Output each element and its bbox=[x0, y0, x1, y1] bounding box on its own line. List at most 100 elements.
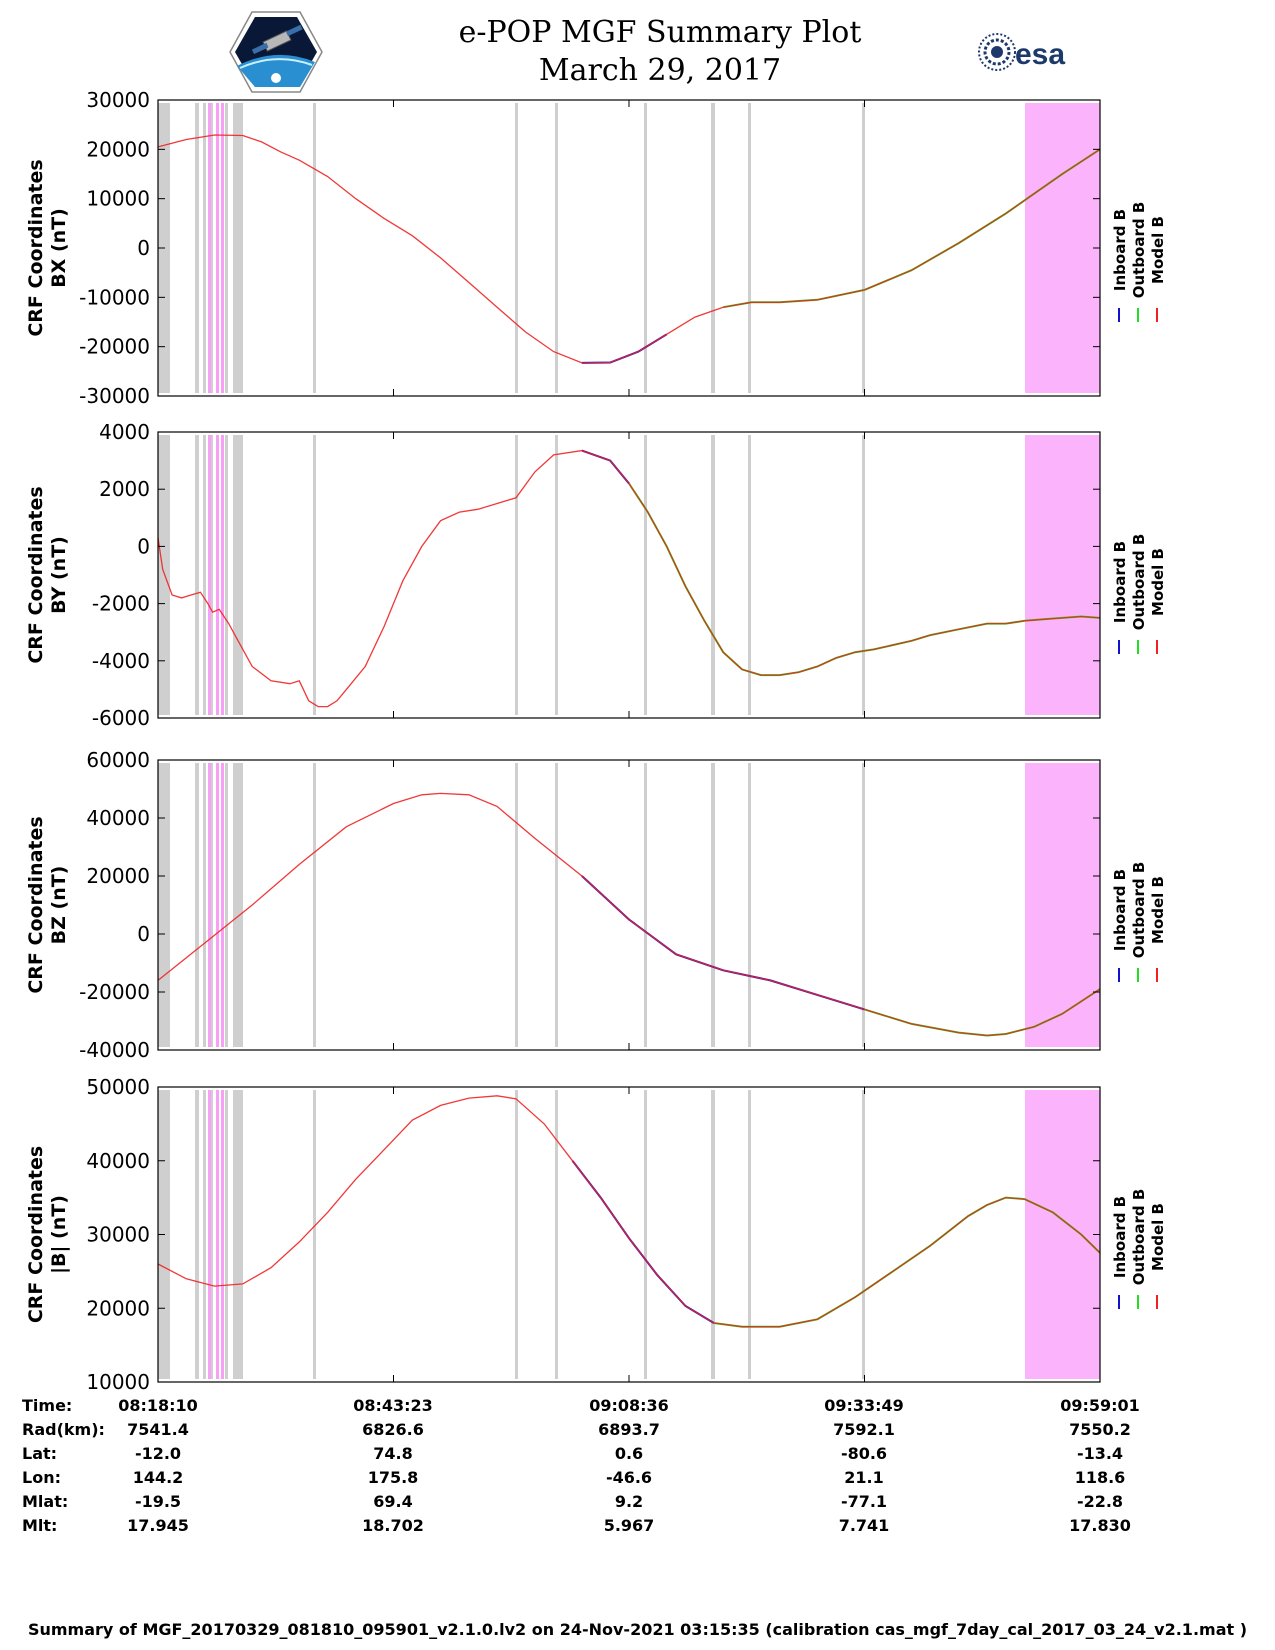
title-line-2: March 29, 2017 bbox=[538, 53, 782, 88]
y-tick-label: -4000 bbox=[92, 649, 150, 673]
info-row-label: Lon: bbox=[22, 1468, 61, 1487]
data-gap-band bbox=[225, 1090, 228, 1379]
flag-region bbox=[1025, 435, 1100, 715]
data-gap-band bbox=[711, 763, 715, 1047]
data-gap-band bbox=[644, 435, 647, 715]
legend-label: Model B bbox=[1149, 216, 1167, 284]
y-axis-label: CRF CoordinatesBZ (nT) bbox=[25, 816, 70, 993]
y-tick-label: 60000 bbox=[86, 748, 150, 772]
y-tick-label: 30000 bbox=[86, 88, 150, 112]
cassiope-logo-icon bbox=[229, 11, 323, 93]
info-cell: -12.0 bbox=[134, 1444, 182, 1463]
flag-line bbox=[221, 1090, 224, 1379]
y-axis-label-line: BZ (nT) bbox=[48, 866, 70, 945]
data-gap-band bbox=[195, 1090, 199, 1379]
model-b-series bbox=[157, 449, 1101, 708]
info-cell: 09:33:49 bbox=[824, 1396, 904, 1415]
y-tick-label: 0 bbox=[137, 534, 150, 558]
data-gap-band bbox=[210, 435, 213, 715]
y-tick-label: 0 bbox=[137, 236, 150, 260]
model-b-series bbox=[157, 134, 1101, 364]
y-tick-label: -30000 bbox=[79, 384, 150, 408]
info-cell: 6826.6 bbox=[362, 1420, 424, 1439]
data-gap-band bbox=[515, 435, 518, 715]
data-gap-band bbox=[195, 103, 199, 393]
data-gap-band bbox=[195, 763, 199, 1047]
y-axis-label-line: BX (nT) bbox=[48, 208, 70, 288]
info-cell: -22.8 bbox=[1076, 1492, 1124, 1511]
model-b-series bbox=[157, 792, 1101, 1037]
flag-line bbox=[221, 103, 224, 393]
data-gap-band bbox=[555, 763, 558, 1047]
y-tick-label: 20000 bbox=[86, 864, 150, 888]
info-cell: 08:18:10 bbox=[118, 1396, 198, 1415]
panel-1: 30000 20000 10000 0 -10000 -20000 -30000 CRF Co… bbox=[25, 88, 1167, 408]
info-cell: 7541.4 bbox=[127, 1420, 189, 1439]
info-cell: 5.967 bbox=[603, 1516, 655, 1535]
flag-line bbox=[221, 435, 224, 715]
y-axis-label: CRF Coordinates|B| (nT) bbox=[25, 1146, 70, 1323]
y-axis-label: CRF CoordinatesBX (nT) bbox=[25, 159, 70, 336]
info-cell: -19.5 bbox=[134, 1492, 182, 1511]
y-tick-label: 30000 bbox=[86, 1223, 150, 1247]
data-gap-band bbox=[711, 435, 715, 715]
data-gap-band bbox=[555, 103, 558, 393]
info-cell: 7592.1 bbox=[833, 1420, 895, 1439]
info-cell: 0.6 bbox=[614, 1444, 644, 1463]
title-line-1: e-POP MGF Summary Plot bbox=[458, 15, 862, 50]
data-gap-band bbox=[555, 435, 558, 715]
info-row-label: Lat: bbox=[22, 1444, 58, 1463]
esa-logo-text: esa bbox=[1015, 38, 1065, 71]
info-cell: 7550.2 bbox=[1069, 1420, 1131, 1439]
data-gap-band bbox=[711, 1090, 715, 1379]
info-cell: 21.1 bbox=[844, 1468, 884, 1487]
info-cell: 7.741 bbox=[838, 1516, 890, 1535]
data-gap-band bbox=[862, 1090, 865, 1379]
axes-frame bbox=[157, 759, 1101, 1051]
y-axis-label-line: |B| (nT) bbox=[48, 1195, 70, 1274]
inboard-b-series bbox=[581, 333, 668, 364]
info-cell: 17.830 bbox=[1069, 1516, 1131, 1535]
y-tick-label: -2000 bbox=[92, 592, 150, 616]
info-cell: 9.2 bbox=[614, 1492, 644, 1511]
y-tick-label: -20000 bbox=[79, 335, 150, 359]
data-gap-band bbox=[225, 763, 228, 1047]
footer-caption: Summary of MGF_20170329_081810_095901_v2… bbox=[27, 1620, 1248, 1639]
legend-label: Outboard B bbox=[1130, 862, 1148, 959]
y-tick-label: 40000 bbox=[86, 806, 150, 830]
axes-frame bbox=[157, 1086, 1101, 1383]
info-cell: 118.6 bbox=[1074, 1468, 1126, 1487]
data-gap-band bbox=[515, 1090, 518, 1379]
y-axis-label-line: CRF Coordinates bbox=[25, 1146, 47, 1323]
y-axis-label-line: CRF Coordinates bbox=[25, 486, 47, 663]
data-gap-band bbox=[195, 435, 199, 715]
chart-title: e-POP MGF Summary Plot March 29, 2017 bbox=[0, 14, 1275, 90]
y-tick-label: -10000 bbox=[79, 285, 150, 309]
flag-line bbox=[221, 763, 224, 1047]
flag-line bbox=[216, 763, 219, 1047]
data-gap-band bbox=[233, 103, 243, 393]
data-gap-band bbox=[748, 1090, 751, 1379]
legend-label: Inboard B bbox=[1111, 209, 1129, 291]
info-cell: -46.6 bbox=[605, 1468, 653, 1487]
info-cell: 175.8 bbox=[367, 1468, 419, 1487]
info-cell: 144.2 bbox=[132, 1468, 184, 1487]
data-gap-band bbox=[862, 103, 865, 393]
panel-2: 4000 2000 0 -2000 -4000 -6000 CRF CoordinatesB… bbox=[25, 420, 1167, 730]
data-gap-band bbox=[515, 103, 518, 393]
legend-label: Outboard B bbox=[1130, 1189, 1148, 1286]
data-gap-band bbox=[233, 763, 243, 1047]
info-row-label: Mlt: bbox=[22, 1516, 58, 1535]
info-cell: 74.8 bbox=[373, 1444, 413, 1463]
flag-line bbox=[208, 763, 211, 1047]
y-tick-label: 10000 bbox=[86, 187, 150, 211]
flag-line bbox=[216, 103, 219, 393]
axes-frame bbox=[157, 99, 1101, 397]
y-tick-label: 4000 bbox=[99, 420, 150, 444]
data-gap-band bbox=[158, 435, 170, 715]
y-tick-label: 10000 bbox=[86, 1370, 150, 1394]
info-row-label: Rad(km): bbox=[22, 1420, 105, 1439]
y-tick-label: -40000 bbox=[79, 1038, 150, 1062]
axes-frame bbox=[157, 431, 1101, 719]
